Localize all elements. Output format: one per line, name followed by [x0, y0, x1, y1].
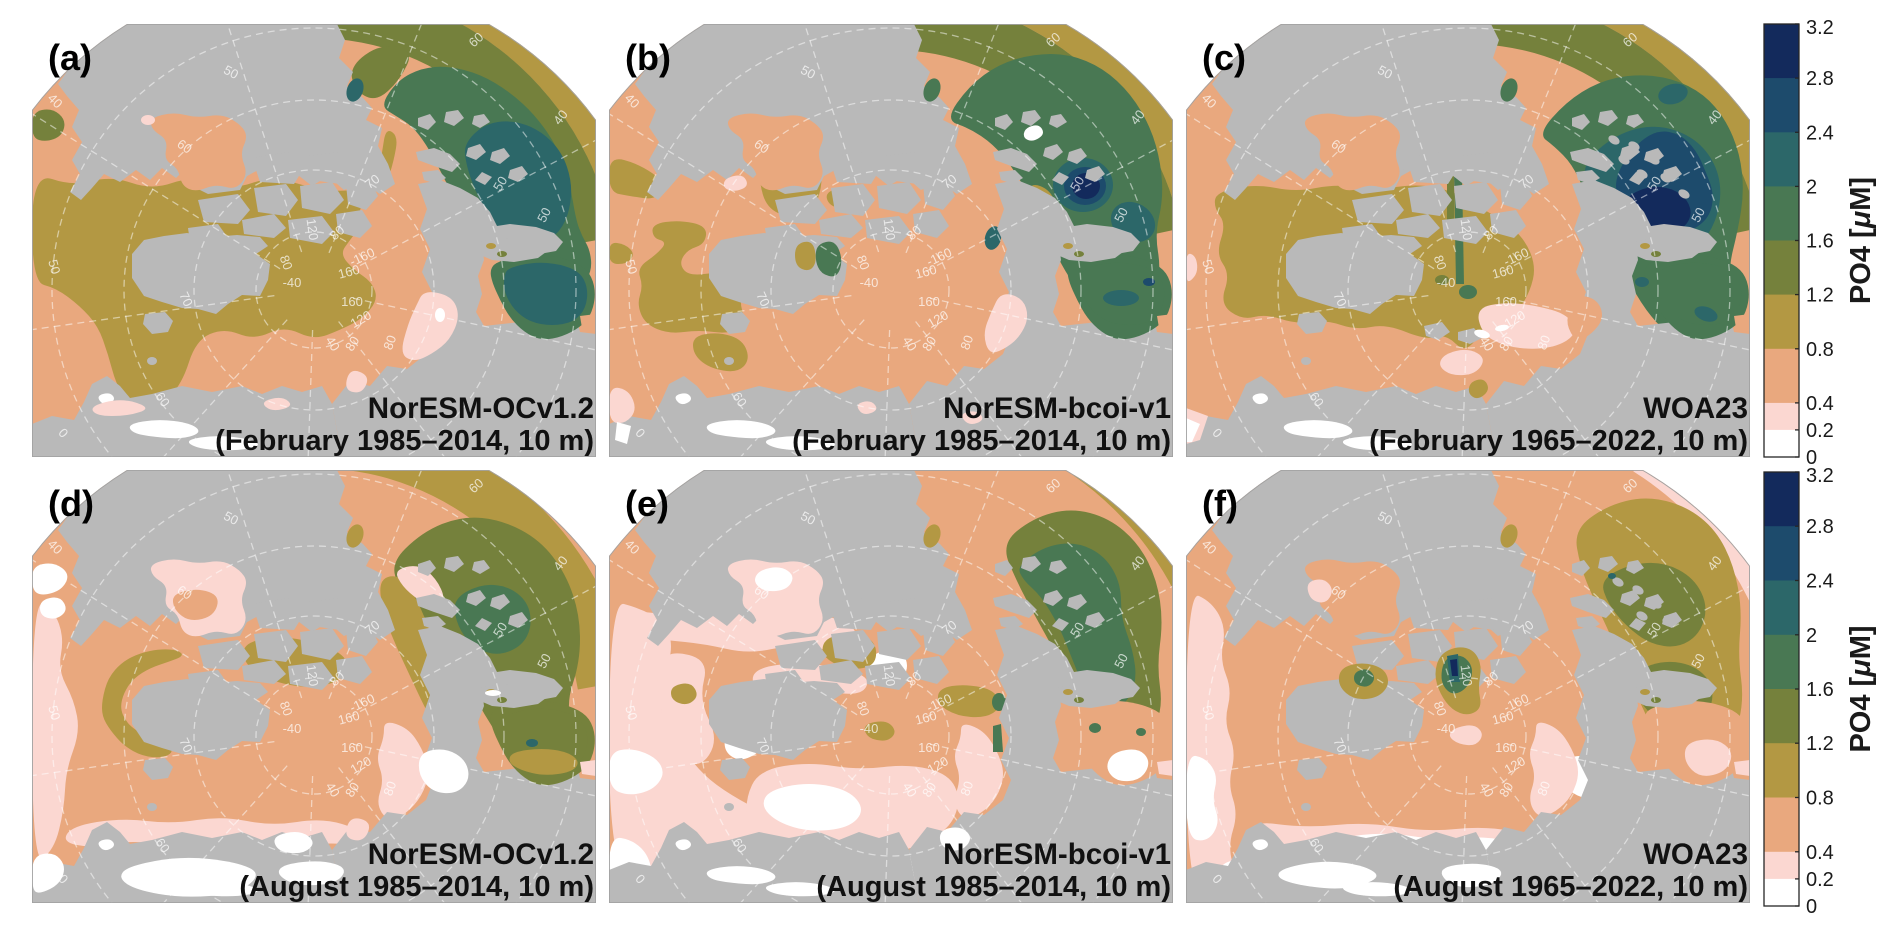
svg-text:1.6: 1.6: [1806, 679, 1834, 701]
svg-text:0.8: 0.8: [1806, 339, 1834, 361]
svg-text:(August 1985–2014, 10 m): (August 1985–2014, 10 m): [816, 871, 1171, 903]
svg-text:NorESM-bcoi-v1: NorESM-bcoi-v1: [943, 392, 1171, 425]
svg-text:NorESM-OCv1.2: NorESM-OCv1.2: [368, 838, 594, 871]
svg-text:2.8: 2.8: [1806, 68, 1834, 90]
svg-text:3.2: 3.2: [1806, 465, 1834, 487]
svg-text:(February 1985–2014, 10 m): (February 1985–2014, 10 m): [792, 425, 1171, 457]
svg-text:0.4: 0.4: [1806, 842, 1834, 864]
svg-text:2.4: 2.4: [1806, 122, 1834, 144]
svg-text:PO4 [μM]: PO4 [μM]: [1845, 625, 1877, 752]
svg-text:NorESM-OCv1.2: NorESM-OCv1.2: [368, 392, 594, 425]
svg-text:(February 1985–2014, 10 m): (February 1985–2014, 10 m): [215, 425, 594, 457]
svg-text:(February 1965–2022, 10 m): (February 1965–2022, 10 m): [1369, 425, 1748, 457]
svg-text:0: 0: [1806, 447, 1817, 469]
svg-text:NorESM-bcoi-v1: NorESM-bcoi-v1: [943, 838, 1171, 871]
svg-text:3.2: 3.2: [1806, 17, 1834, 39]
svg-text:(August 1985–2014, 10 m): (August 1985–2014, 10 m): [239, 871, 594, 903]
svg-text:PO4 [μM]: PO4 [μM]: [1845, 177, 1877, 304]
svg-text:0.2: 0.2: [1806, 420, 1834, 442]
svg-text:(a): (a): [48, 37, 92, 78]
svg-text:0.4: 0.4: [1806, 393, 1834, 415]
svg-text:1.2: 1.2: [1806, 733, 1834, 755]
svg-text:(d): (d): [48, 483, 94, 524]
svg-text:WOA23: WOA23: [1643, 838, 1748, 871]
svg-text:WOA23: WOA23: [1643, 392, 1748, 425]
svg-text:2: 2: [1806, 176, 1817, 198]
svg-text:(e): (e): [625, 483, 669, 524]
svg-text:(b): (b): [625, 37, 671, 78]
svg-text:(c): (c): [1202, 37, 1246, 78]
svg-text:(August 1965–2022, 10 m): (August 1965–2022, 10 m): [1393, 871, 1748, 903]
svg-text:(f): (f): [1202, 483, 1238, 524]
svg-text:0.2: 0.2: [1806, 869, 1834, 891]
svg-text:1.6: 1.6: [1806, 231, 1834, 253]
svg-text:1.2: 1.2: [1806, 285, 1834, 307]
svg-text:0.8: 0.8: [1806, 788, 1834, 810]
svg-text:2.4: 2.4: [1806, 571, 1834, 593]
svg-text:2: 2: [1806, 625, 1817, 647]
svg-text:0: 0: [1806, 896, 1817, 918]
svg-text:2.8: 2.8: [1806, 516, 1834, 538]
